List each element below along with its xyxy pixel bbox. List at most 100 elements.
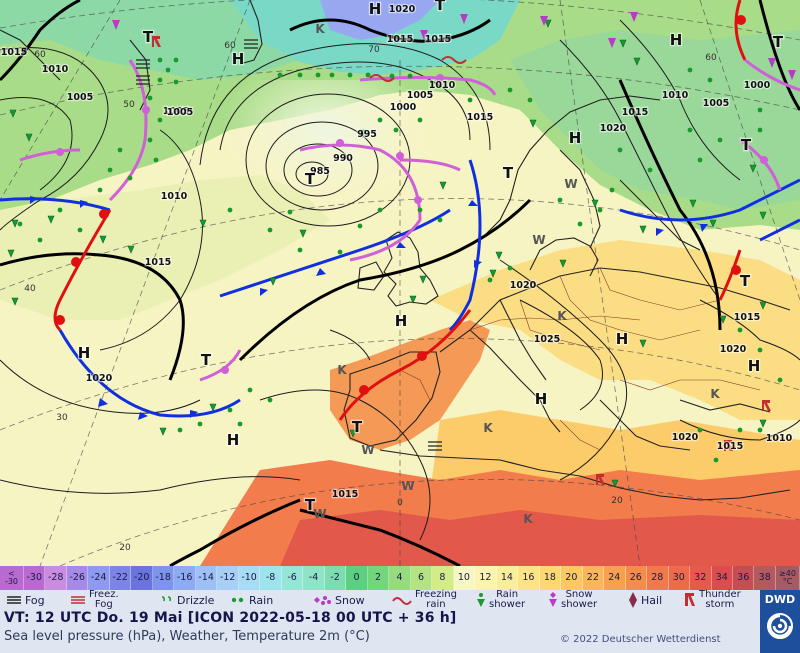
colorbar-cell: -22 xyxy=(109,566,132,590)
colorbar-cell: 20 xyxy=(561,566,583,590)
colorbar-cells: -30 -28 -26 -24 -22 -20 -18 -16 -14 -12 -10 -8 -6 -4-… xyxy=(24,566,776,590)
air-mass-label: W xyxy=(401,479,414,493)
cold-front-scand xyxy=(619,178,800,222)
legend-fog: Fog xyxy=(6,590,45,610)
isobars-thick xyxy=(0,0,800,566)
colorbar-cell: -14 xyxy=(195,566,218,590)
air-mass-label: K xyxy=(523,512,533,526)
pressure-center-label: T xyxy=(305,170,316,188)
air-mass-label: K xyxy=(483,421,493,435)
colorbar-cell: 10 xyxy=(453,566,476,590)
occlusion-north xyxy=(359,76,497,96)
pressure-center-label: T xyxy=(305,496,316,514)
isobar-label: 1010 xyxy=(42,64,69,75)
colorbar-cell: -26 xyxy=(66,566,89,590)
weather-symbols xyxy=(7,12,796,488)
pressure-center-label: T xyxy=(352,418,363,436)
colorbar-low-end: < -30 xyxy=(0,566,24,590)
isobar-label: 1020 xyxy=(389,4,416,15)
colorbar-cell: 22 xyxy=(582,566,605,590)
pressure-center-label: H xyxy=(569,129,582,147)
pressure-center-label: H xyxy=(616,330,629,348)
legend-rain-shower: Rain shower xyxy=(476,590,525,610)
pressure-center-label: H xyxy=(232,50,245,68)
colorbar-cell: 12 xyxy=(475,566,497,590)
cold-front-ne xyxy=(759,218,800,242)
isobar-label: 1000 xyxy=(744,80,771,91)
isobar-label: 1015 xyxy=(467,112,493,123)
temp-zone-iberia xyxy=(330,320,490,450)
country-borders xyxy=(399,267,761,451)
colorbar-cell: 2 xyxy=(367,566,390,590)
dwd-logo[interactable]: DWD xyxy=(760,590,800,653)
pressure-center-label: T xyxy=(740,272,751,290)
temp-zone-sahara xyxy=(280,510,800,566)
isobar-label: 1005 xyxy=(67,92,93,103)
graticule-label: 30 xyxy=(56,413,68,423)
isobar-label: 1010 xyxy=(429,80,456,91)
hail-icon xyxy=(629,592,637,608)
legend-thunderstorm: Thunder storm xyxy=(684,590,741,610)
warm-front-east xyxy=(718,249,742,301)
air-mass-label: W xyxy=(532,233,545,247)
warm-front-iberia xyxy=(338,309,472,421)
cold-front-east xyxy=(448,159,482,332)
colorbar-cell: 0 xyxy=(346,566,368,590)
occlusion-nne xyxy=(744,58,800,92)
low-core-glow xyxy=(200,80,500,300)
isobar-label: 1000 xyxy=(390,102,417,113)
freezing-fog-icon xyxy=(71,596,85,604)
colorbar-cell: 38 xyxy=(754,566,776,590)
snow-shower-icon xyxy=(549,592,557,607)
air-mass-label: K xyxy=(557,309,567,323)
isobar-label: 1015 xyxy=(717,441,743,452)
isobar-label: 1020 xyxy=(720,344,747,355)
map-info-bar: VT: 12 UTC Do. 19 Mai [ICON 2022-05-18 0… xyxy=(0,610,760,653)
cold-front-west xyxy=(58,329,241,418)
pressure-center-label: T xyxy=(435,0,446,14)
snow-icon xyxy=(314,596,331,605)
graticule-label: 20 xyxy=(119,543,131,553)
graticule-label: 60 xyxy=(34,50,46,60)
colorbar-cell: 36 xyxy=(732,566,755,590)
isobar-label: 1015 xyxy=(145,257,171,268)
graticule-label: 70 xyxy=(368,45,380,55)
graticule-label: 0 xyxy=(397,498,403,508)
weather-legend: Fog Freez. Fog Drizzle Rain Snow Freezing… xyxy=(0,590,760,610)
isobar-label: 1005 xyxy=(163,106,189,117)
graticule-label: 50 xyxy=(123,100,135,110)
rain-shower-icon xyxy=(477,593,485,607)
air-mass-label: K xyxy=(315,22,325,36)
freezing-rain-icon xyxy=(392,597,412,605)
fog-icon xyxy=(7,596,21,604)
isobar-label: 1015 xyxy=(734,312,760,323)
isobar-label: 1015 xyxy=(387,34,413,45)
colorbar-cell: -30 xyxy=(24,566,46,590)
colorbar-cell: 34 xyxy=(711,566,733,590)
legend-freezing-rain: Freezing rain xyxy=(392,590,457,610)
rain-icon xyxy=(231,597,244,603)
isobar-label: 985 xyxy=(310,166,330,177)
pressure-center-label: T xyxy=(773,33,784,51)
colorbar-cell: 18 xyxy=(539,566,562,590)
air-mass-label: K xyxy=(337,363,347,377)
warm-front-nne xyxy=(734,0,747,61)
colorbar-cell: 26 xyxy=(625,566,648,590)
pressure-center-label: H xyxy=(227,431,240,449)
colorbar-cell: 14 xyxy=(496,566,519,590)
isobars-thin xyxy=(0,19,800,541)
air-mass-label: W xyxy=(313,507,326,521)
occlusion-center xyxy=(399,158,461,172)
isobar-label: 1015 xyxy=(622,107,648,118)
pressure-center-label: H xyxy=(395,312,408,330)
isobar-label: 1020 xyxy=(672,432,699,443)
copyright: © 2022 Deutscher Wetterdienst xyxy=(560,634,721,645)
isobar-label: 990 xyxy=(333,153,353,164)
colorbar-cell: -10 xyxy=(238,566,261,590)
isobar-label: 1010 xyxy=(766,433,793,444)
colorbar-cell: -12 xyxy=(217,566,239,590)
graticule-label: 60 xyxy=(224,41,236,51)
